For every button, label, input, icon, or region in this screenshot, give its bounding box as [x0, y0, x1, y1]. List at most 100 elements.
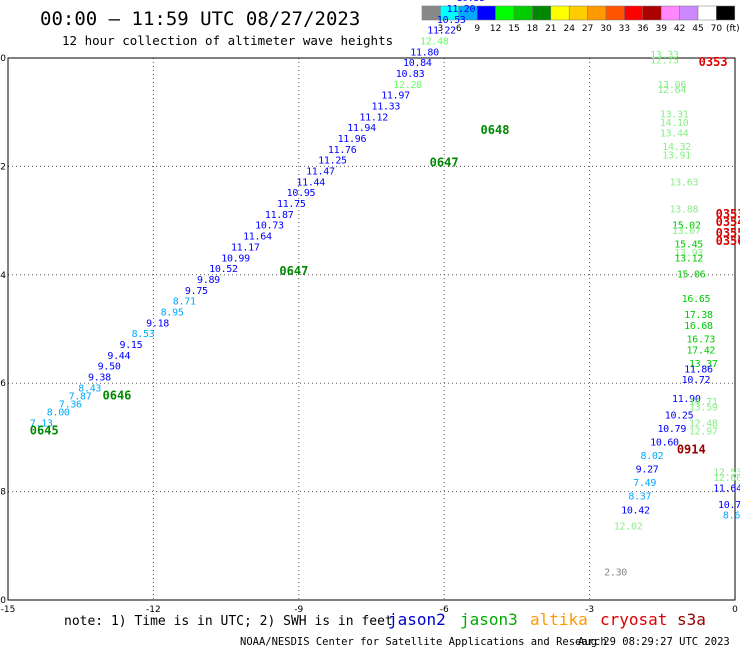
data-point-label: 2.30 [604, 568, 627, 579]
pass-time-label: 0647 [430, 155, 459, 169]
y-tick-label: -58 [0, 488, 6, 498]
data-point-label: 11.75 [277, 199, 306, 210]
pass-time-label: 0645 [30, 424, 59, 438]
colorbar-label: 36 [637, 24, 649, 34]
colorbar-swatch [679, 5, 699, 21]
data-point-label: 11.76 [328, 145, 357, 156]
data-point-label: 10.79 [657, 424, 686, 435]
x-tick-label: -9 [294, 605, 303, 615]
colorbar-swatch [642, 5, 662, 21]
data-point-label: 10.53 [437, 15, 466, 26]
data-point-label: 10.73 [255, 221, 284, 232]
data-point-label: 10.42 [621, 505, 650, 516]
data-point-label: 11.64 [713, 484, 740, 495]
data-point-label: 8.95 [161, 307, 184, 318]
colorbar-swatch [624, 5, 644, 21]
data-point-label: 10.60 [650, 438, 679, 449]
data-point-label: 12.02 [614, 522, 643, 533]
pass-time-label: 0353 [716, 207, 740, 221]
data-point-label: 13.33 [650, 50, 679, 61]
data-point-label: 13.12 [674, 253, 703, 264]
colorbar-label: 45 [692, 24, 703, 34]
pass-time-label: 0646 [103, 388, 132, 402]
data-point-label: 12.28 [393, 80, 422, 91]
data-point-label: 10.99 [221, 253, 250, 264]
y-tick-label: -60 [0, 596, 6, 606]
colorbar-label: 27 [582, 24, 593, 34]
data-point-label: 7.49 [633, 478, 656, 489]
data-point-label: 14.32 [662, 142, 691, 153]
colorbar-swatch [660, 5, 680, 21]
data-point-label: 16.73 [687, 335, 716, 346]
data-point-label: 11.25 [318, 156, 347, 167]
data-point-label: 10.84 [403, 58, 432, 69]
data-point-label: 7.13 [30, 419, 53, 430]
data-point-label: 8.43 [78, 383, 101, 394]
data-point-label: 13.91 [662, 150, 691, 161]
legend-item-jason2: jason2 [388, 610, 446, 629]
y-tick-label: -52 [0, 162, 6, 172]
colorbar-label: 24 [563, 24, 575, 34]
x-tick-label: 0 [732, 605, 738, 615]
data-point-label: 11.80 [410, 47, 439, 58]
colorbar-swatch [495, 5, 515, 21]
timestamp-text: Aug 29 08:29:27 UTC 2023 [578, 636, 730, 648]
data-point-label: 13.59 [689, 402, 718, 413]
legend-item-jason3: jason3 [460, 610, 518, 629]
note-text: note: 1) Time is in UTC; 2) SWH is in fe… [64, 614, 393, 629]
colorbar-swatch [550, 5, 570, 21]
colorbar-label: 21 [545, 24, 556, 34]
data-points: 7.138.007.367.878.439.389.509.449.158.53… [30, 0, 740, 579]
data-point-label: 12.48 [689, 419, 718, 430]
data-point-label: 8.71 [173, 297, 196, 308]
colorbar-swatch [476, 5, 496, 21]
data-point-label: 11.20 [447, 4, 476, 15]
pass-time-label: 0355 [716, 226, 740, 240]
data-point-label: 10.83 [396, 69, 425, 80]
y-tick-label: -54 [0, 271, 6, 281]
data-point-label: 17.38 [684, 310, 713, 321]
credit-text: NOAA/NESDIS Center for Satellite Applica… [240, 636, 607, 648]
data-point-label: 7.87 [69, 391, 92, 402]
legend-item-altika: altika [530, 610, 588, 629]
data-point-label: 12.48 [420, 36, 449, 47]
data-point-label: 11.87 [265, 210, 294, 221]
data-point-label: 11.47 [306, 167, 335, 178]
x-tick-label: -3 [585, 605, 594, 615]
data-point-label: 11.86 [684, 364, 713, 375]
data-point-label: 9.44 [107, 351, 130, 362]
data-point-label: 14.10 [660, 118, 689, 129]
data-point-label: 13.44 [660, 129, 689, 140]
data-point-label: 9.27 [636, 465, 659, 476]
data-point-label: 13.93 [674, 248, 703, 259]
data-point-label: 10.55 [456, 0, 485, 4]
colorbar-label: 42 [674, 24, 685, 34]
x-tick-label: -15 [1, 605, 16, 615]
data-point-label: 11.94 [347, 123, 376, 134]
pass-labels: 0645064606470647064803530353035403550356… [30, 55, 740, 457]
data-point-label: 7.36 [59, 400, 82, 411]
y-tick-label: -50 [0, 54, 6, 64]
colorbar-swatch [532, 5, 552, 21]
colorbar-swatch [513, 5, 533, 21]
axis-ticks: -15 -12 -9 -6 -3 0 -50 -52 -54 -56 -58 -60 [0, 54, 738, 615]
colorbar-label: 12 [490, 24, 501, 34]
data-point-label: 12.64 [657, 85, 686, 96]
data-point-label: 11.12 [359, 112, 388, 123]
data-point-label: 8.53 [132, 329, 155, 340]
pass-time-label: 0914 [677, 443, 706, 457]
colorbar-swatch [587, 5, 607, 21]
x-tick-label: -12 [146, 605, 161, 615]
colorbar-swatch [697, 5, 717, 21]
data-point-label: 12.60 [713, 473, 740, 484]
colorbar-label: 30 [600, 24, 612, 34]
data-point-label: 13.31 [660, 110, 689, 121]
data-point-label: 12.53 [713, 467, 740, 478]
data-point-label: 16.68 [684, 321, 713, 332]
data-point-label: 10.52 [209, 264, 238, 275]
colorbar-label: 3 [438, 24, 444, 34]
legend-item-cryosat: cryosat [600, 610, 667, 629]
pass-time-label: 0356 [716, 234, 740, 248]
data-point-label: 16.65 [682, 294, 711, 305]
